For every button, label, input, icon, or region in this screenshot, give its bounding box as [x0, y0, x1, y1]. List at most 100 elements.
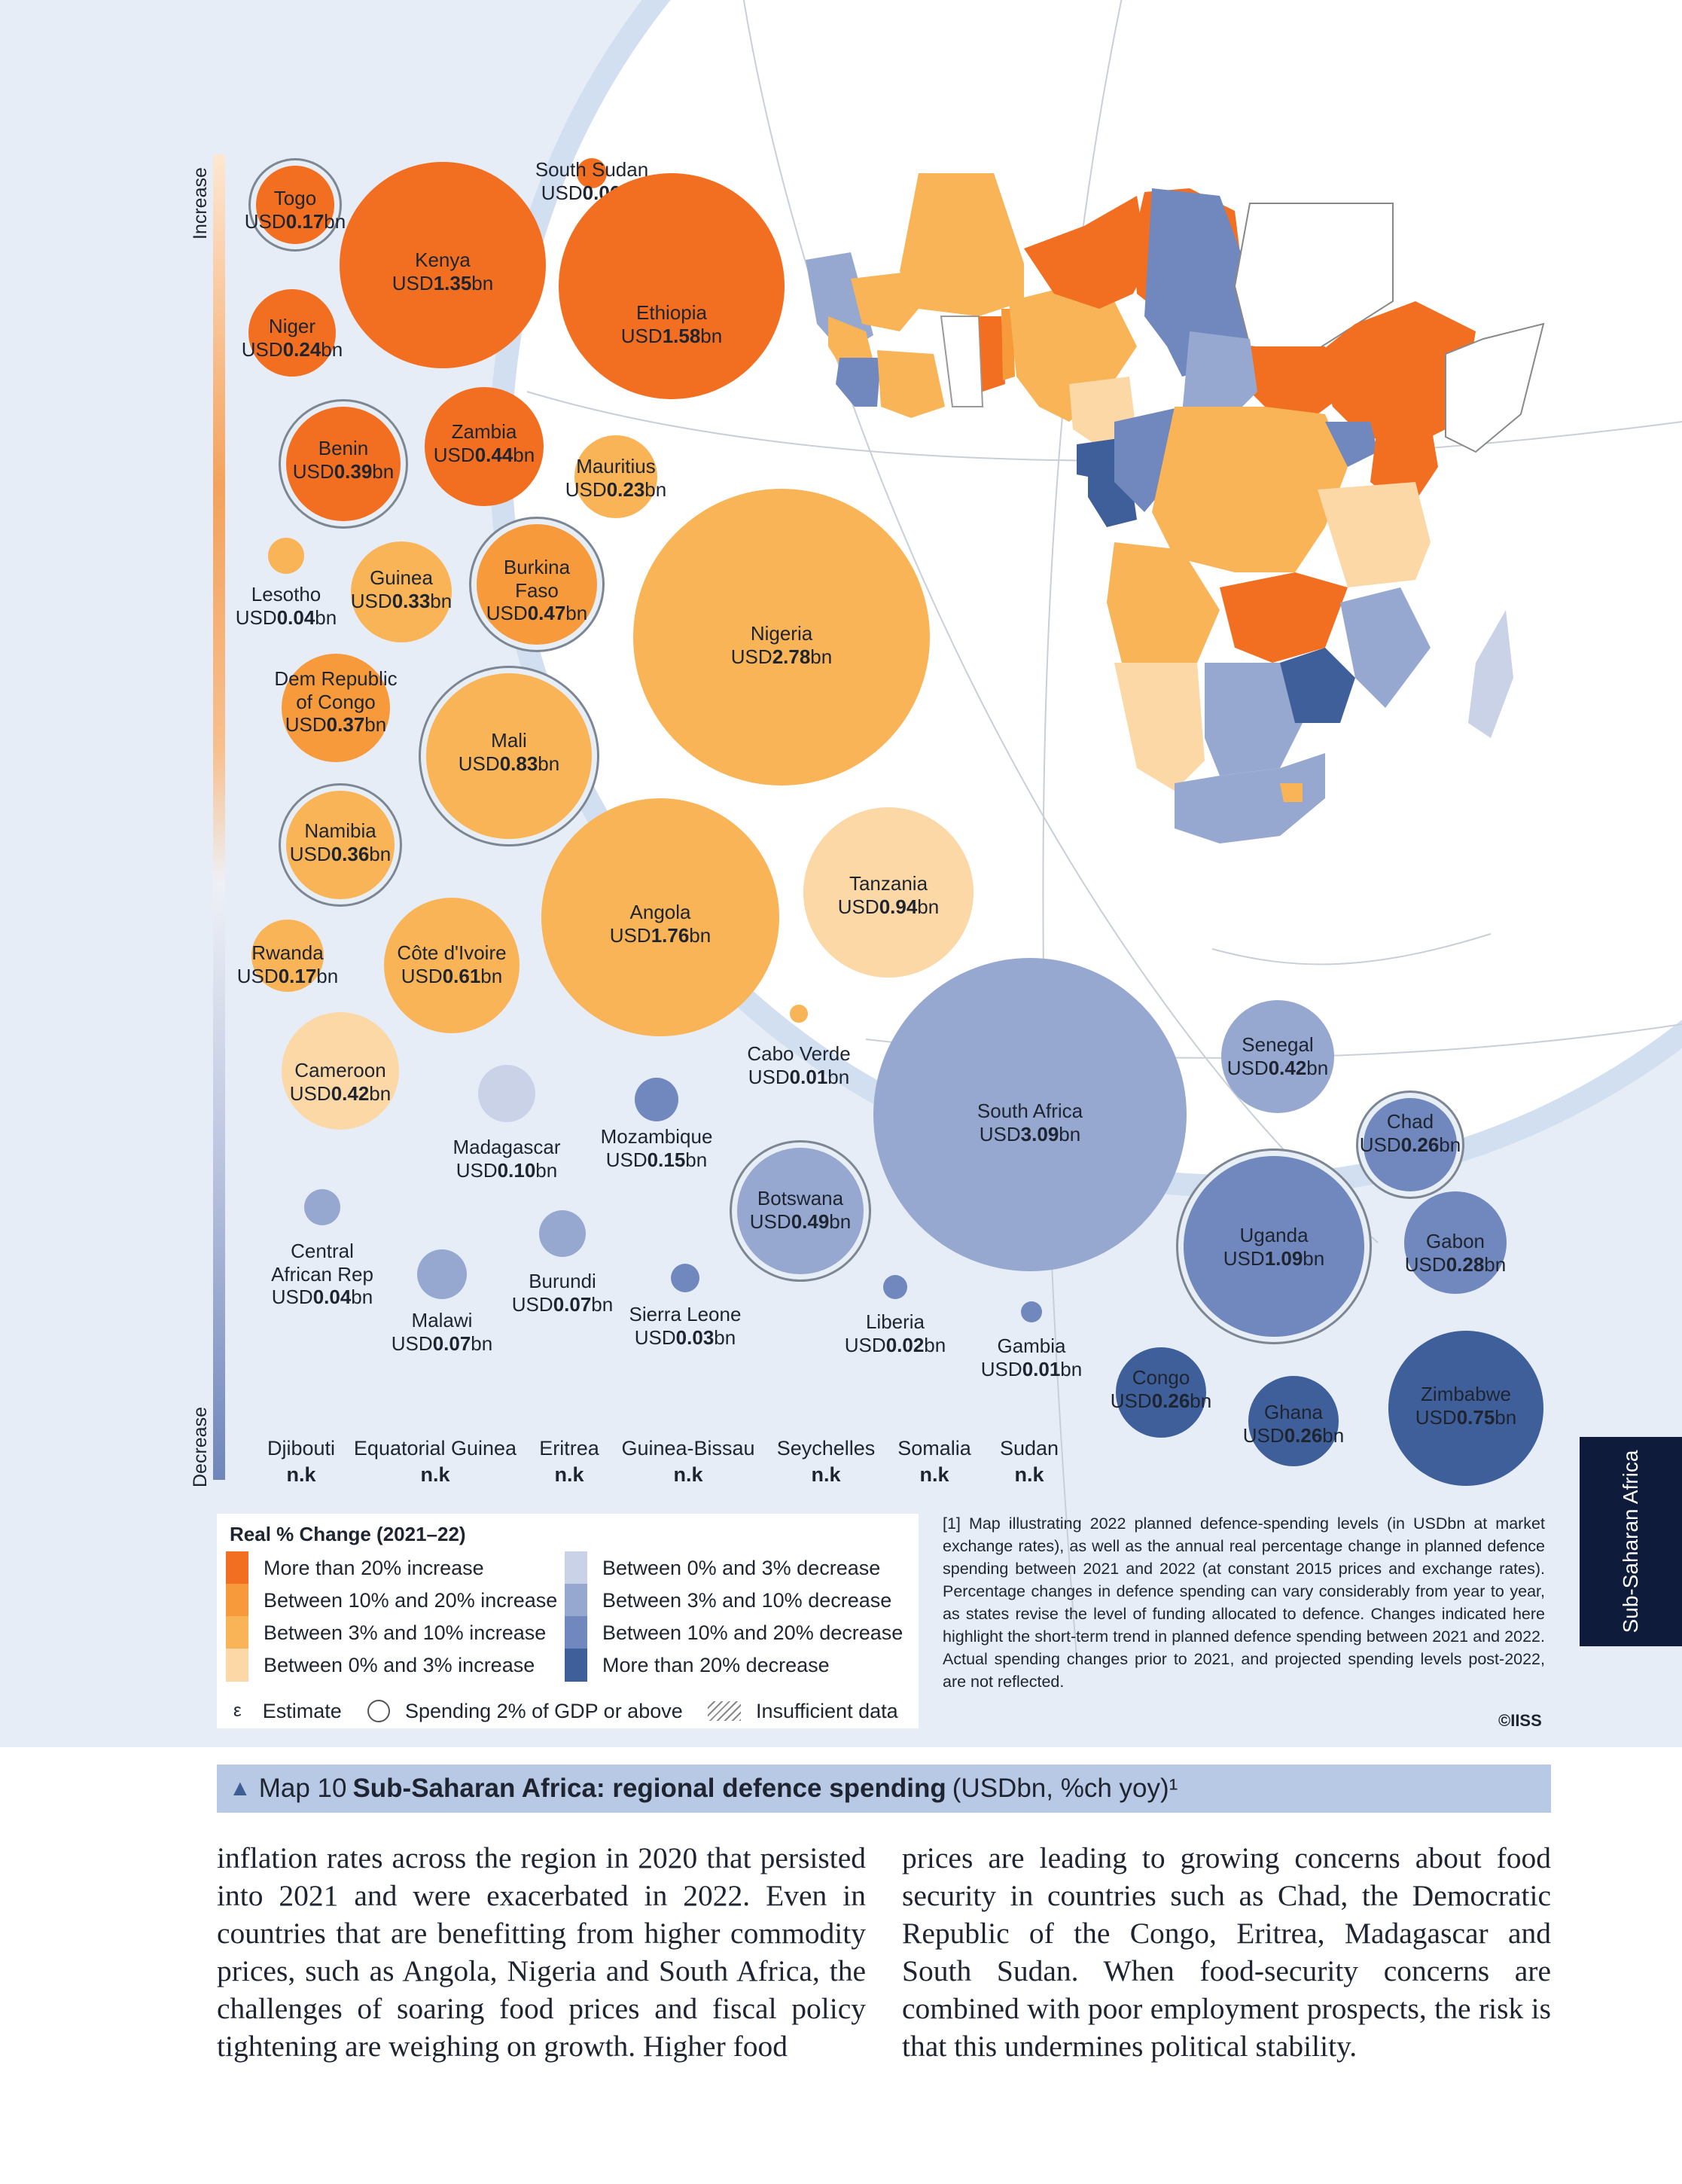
- bubble-mali: [426, 673, 592, 839]
- bubble-lesotho: [268, 538, 304, 574]
- country-name: Sierra Leone: [629, 1303, 742, 1325]
- label-congo: Congo USD0.26bn: [1111, 1366, 1211, 1412]
- country-name: Botswana: [757, 1187, 844, 1209]
- nodata-djibouti: Djibouti n.k: [267, 1435, 335, 1488]
- country-name: South Sudan: [535, 158, 649, 181]
- country-value: USD0.42bn: [1226, 1056, 1329, 1079]
- label-burundi: Burundi USD0.07bn: [512, 1270, 613, 1316]
- country-name: Somalia: [897, 1437, 971, 1460]
- legend-item-dec20: More than 20% decrease: [565, 1649, 830, 1682]
- label-south-africa: South Africa USD3.09bn: [977, 1100, 1083, 1145]
- country-value: USD0.15bn: [605, 1148, 708, 1171]
- country-name: Djibouti: [267, 1437, 336, 1460]
- bubble-kenya: [340, 162, 546, 368]
- bubble-nigeria: [633, 489, 930, 785]
- country-name: Togo: [273, 187, 317, 209]
- country-value: USD0.39bn: [292, 459, 395, 483]
- legend-item-inc3_10: Between 3% and 10% increase: [226, 1616, 547, 1649]
- country-name: Benin: [318, 437, 369, 459]
- bubble-c-te-d-ivoire: [384, 898, 520, 1033]
- nodata-seychelles: Seychelles n.k: [777, 1435, 876, 1488]
- label-gabon: Gabon USD0.28bn: [1405, 1230, 1506, 1276]
- bubble-liberia: [883, 1275, 907, 1299]
- country-value: USD0.36bn: [289, 842, 392, 865]
- label-malawi: Malawi USD0.07bn: [392, 1309, 492, 1355]
- country-name: Dem Republic of Congo: [274, 667, 398, 713]
- label-ethiopia: Ethiopia USD1.58bn: [621, 301, 722, 347]
- bubble-niger: [248, 289, 336, 377]
- label-rwanda: Rwanda USD0.17bn: [237, 941, 338, 987]
- legend-swatch: [565, 1649, 587, 1682]
- country-value: USD0.17bn: [244, 209, 346, 233]
- label-niger: Niger USD0.24bn: [242, 315, 343, 361]
- bubble-dem-republic-of-congo: [282, 654, 390, 762]
- map-caption: ▲ Map 10 Sub-Saharan Africa: regional de…: [217, 1765, 1551, 1813]
- legend-insufficient-label: Insufficient data: [756, 1699, 898, 1722]
- label-togo: Togo USD0.17bn: [245, 187, 346, 233]
- country-name: Liberia: [865, 1310, 925, 1333]
- bubble-senegal: [1221, 1000, 1334, 1113]
- label-mauritius: Mauritius USD0.23bn: [565, 455, 666, 501]
- bubble-mozambique: [635, 1078, 678, 1121]
- bubble-malawi: [417, 1249, 467, 1299]
- country-name: Equatorial Guinea: [353, 1437, 517, 1460]
- country-name: Madagascar: [452, 1136, 561, 1158]
- bubble-guinea: [351, 541, 452, 642]
- bubble-south-sudan: [577, 158, 607, 188]
- label-madagascar: Madagascar USD0.10bn: [452, 1136, 560, 1182]
- country-value: n.k: [1014, 1463, 1044, 1487]
- hatch-icon: [708, 1701, 741, 1721]
- country-value: n.k: [420, 1463, 450, 1487]
- country-value: USD1.58bn: [620, 324, 723, 347]
- label-lesotho: Lesotho USD0.04bn: [236, 583, 337, 629]
- legend-estimate: ε Estimate: [233, 1696, 342, 1726]
- nodata-somalia: Somalia n.k: [897, 1435, 971, 1488]
- legend-item-inc0_3: Between 0% and 3% increase: [226, 1649, 535, 1682]
- legend-label: Between 3% and 10% decrease: [602, 1588, 892, 1612]
- legend-label: Between 3% and 10% increase: [264, 1621, 547, 1644]
- bubble-gambia: [1021, 1301, 1042, 1322]
- country-name: Senegal: [1242, 1033, 1314, 1056]
- country-value: USD0.83bn: [458, 752, 560, 775]
- change-gradient-bar: [213, 154, 225, 1480]
- country-name: Ghana: [1263, 1401, 1324, 1423]
- country-value: USD0.01bn: [980, 1357, 1083, 1380]
- country-value: USD0.23bn: [565, 477, 667, 501]
- country-name: Guinea-Bissau: [621, 1437, 755, 1460]
- country-value: USD0.37bn: [285, 713, 387, 737]
- country-value: USD3.09bn: [979, 1122, 1081, 1145]
- bubble-chad: [1364, 1098, 1457, 1191]
- legend-item-inc20: More than 20% increase: [226, 1551, 484, 1585]
- label-gambia: Gambia USD0.01bn: [981, 1334, 1082, 1380]
- country-name: Nigeria: [750, 622, 813, 645]
- bubble-burundi: [539, 1210, 586, 1257]
- legend-label: Between 10% and 20% increase: [264, 1588, 558, 1612]
- label-dem-republic-of-congo: Dem Republic of Congo USD0.37bn: [274, 667, 397, 737]
- country-value: USD0.42bn: [289, 1081, 392, 1105]
- bubble-zimbabwe: [1388, 1331, 1543, 1486]
- country-value: USD2.78bn: [730, 645, 833, 668]
- country-value: USD0.04bn: [271, 1286, 373, 1309]
- country-name: Mozambique: [600, 1125, 713, 1148]
- triangle-icon: ▲: [229, 1776, 251, 1801]
- africa-countries: [806, 173, 1545, 843]
- bubble-uganda: [1184, 1156, 1364, 1337]
- bubble-south-africa: [873, 958, 1187, 1271]
- legend-swatch: [226, 1551, 248, 1585]
- country-name: Burundi: [529, 1270, 596, 1292]
- label-burkina-faso: Burkina Faso USD0.47bn: [486, 556, 587, 625]
- bubble-cabo-verde: [790, 1005, 808, 1023]
- bubble-gabon: [1404, 1191, 1507, 1294]
- nodata-sudan: Sudan n.k: [1000, 1435, 1059, 1488]
- legend-insufficient: Insufficient data: [708, 1696, 898, 1726]
- country-value: USD0.17bn: [236, 964, 339, 987]
- legend-label: Between 0% and 3% decrease: [602, 1556, 881, 1579]
- bubble-namibia: [286, 791, 395, 899]
- label-uganda: Uganda USD1.09bn: [1223, 1224, 1324, 1270]
- country-name: Zimbabwe: [1421, 1383, 1511, 1405]
- legend-estimate-label: Estimate: [262, 1699, 342, 1722]
- bubble-angola: [541, 798, 779, 1036]
- legend-label: More than 20% increase: [264, 1556, 484, 1579]
- bubble-ghana: [1248, 1376, 1339, 1466]
- bubble-tanzania: [803, 807, 974, 978]
